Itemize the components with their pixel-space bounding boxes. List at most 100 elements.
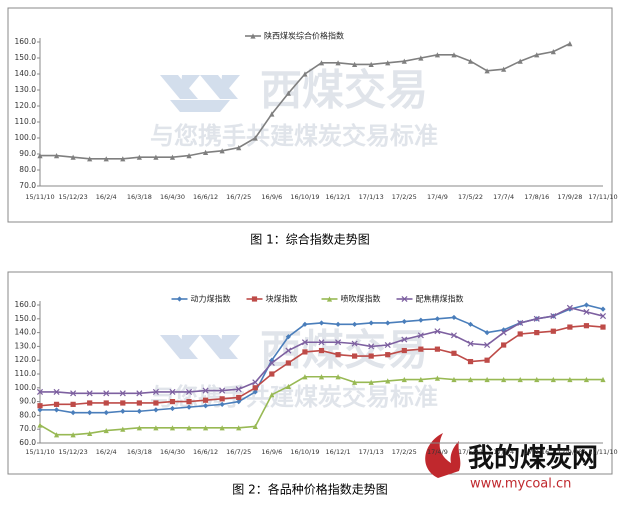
marker bbox=[70, 401, 76, 407]
x-tick-label: 16/7/25 bbox=[226, 448, 251, 456]
legend-label: 动力煤指数 bbox=[191, 294, 231, 304]
caption: 图 2：各品种价格指数走势图 bbox=[232, 482, 387, 497]
marker bbox=[467, 358, 474, 365]
marker bbox=[451, 314, 457, 321]
marker bbox=[600, 306, 606, 312]
x-tick-label: 17/11/10 bbox=[588, 193, 617, 201]
marker bbox=[302, 374, 308, 380]
marker bbox=[583, 308, 590, 315]
x-tick-label: 17/7/4 bbox=[493, 193, 514, 201]
marker bbox=[219, 396, 225, 402]
site-name: 我的煤炭网 bbox=[468, 443, 598, 474]
marker bbox=[517, 58, 523, 64]
marker bbox=[202, 387, 209, 394]
marker bbox=[252, 379, 259, 386]
marker bbox=[103, 156, 109, 162]
x-tick-label: 17/5/22 bbox=[458, 193, 483, 201]
y-tick-label: 130.0 bbox=[15, 85, 37, 94]
marker bbox=[219, 148, 225, 154]
marker bbox=[120, 156, 126, 162]
marker bbox=[401, 318, 407, 325]
series bbox=[37, 296, 606, 438]
marker bbox=[434, 316, 441, 322]
x-tick-label: 16/6/12 bbox=[193, 448, 218, 456]
marker bbox=[517, 376, 523, 383]
x-tick-label: 15/11/10 bbox=[25, 448, 54, 456]
marker bbox=[583, 323, 590, 329]
marker bbox=[368, 320, 374, 326]
marker bbox=[566, 304, 573, 311]
x-tick-label: 17/4/9 bbox=[427, 193, 448, 201]
marker bbox=[70, 410, 76, 416]
marker bbox=[418, 346, 424, 352]
y-tick-label: 120.0 bbox=[15, 101, 37, 110]
marker bbox=[87, 410, 93, 416]
x-tick-label: 16/12/1 bbox=[326, 448, 351, 456]
marker bbox=[120, 408, 126, 414]
watermark-slogan: 与您携手共建煤炭交易标准 bbox=[150, 122, 438, 150]
y-tick-label: 60.0 bbox=[19, 438, 36, 447]
y-tick-label: 80.0 bbox=[19, 165, 36, 174]
watermark-logo bbox=[160, 335, 240, 359]
marker bbox=[484, 357, 490, 363]
marker bbox=[501, 66, 507, 72]
x-tick-label: 17/5/22 bbox=[458, 448, 483, 456]
marker bbox=[567, 306, 573, 312]
marker bbox=[103, 400, 109, 406]
x-tick-label: 15/11/10 bbox=[25, 193, 54, 201]
marker bbox=[434, 346, 441, 352]
marker bbox=[335, 321, 341, 327]
x-tick-label: 17/9/28 bbox=[557, 193, 582, 201]
marker bbox=[318, 339, 325, 346]
x-tick-label: 17/11/10 bbox=[588, 448, 617, 456]
marker bbox=[302, 349, 308, 355]
marker bbox=[335, 374, 341, 380]
marker bbox=[417, 332, 424, 339]
marker bbox=[434, 52, 441, 58]
marker bbox=[352, 379, 358, 385]
y-tick-label: 90.0 bbox=[19, 149, 36, 158]
x-tick-label: 17/8/16 bbox=[524, 448, 549, 456]
marker bbox=[318, 374, 325, 380]
legend-label: 配焦精煤指数 bbox=[416, 294, 464, 304]
series bbox=[36, 295, 607, 397]
x-tick-label: 16/9/6 bbox=[261, 448, 282, 456]
x-tick-label: 16/6/12 bbox=[193, 193, 218, 201]
x-tick-label: 16/4/30 bbox=[160, 448, 185, 456]
marker bbox=[567, 324, 573, 330]
marker bbox=[37, 407, 43, 413]
y-tick-label: 100.0 bbox=[15, 383, 37, 392]
marker bbox=[202, 397, 209, 403]
x-tick-label: 17/4/9 bbox=[427, 448, 448, 456]
marker bbox=[53, 432, 60, 438]
marker bbox=[368, 379, 374, 385]
marker bbox=[301, 339, 308, 346]
marker bbox=[583, 302, 590, 308]
marker bbox=[87, 430, 93, 436]
marker bbox=[418, 317, 424, 323]
marker bbox=[534, 330, 540, 336]
marker bbox=[186, 425, 192, 431]
marker bbox=[550, 328, 556, 334]
marker bbox=[119, 390, 126, 397]
marker bbox=[219, 401, 225, 407]
marker bbox=[103, 410, 109, 416]
marker bbox=[285, 360, 291, 366]
marker bbox=[37, 153, 43, 159]
marker bbox=[169, 154, 176, 160]
marker bbox=[368, 343, 375, 350]
marker bbox=[351, 340, 358, 347]
marker bbox=[53, 153, 60, 159]
marker bbox=[153, 400, 159, 406]
x-tick-label: 17/9/28 bbox=[557, 448, 582, 456]
marker bbox=[285, 383, 291, 390]
marker bbox=[186, 388, 193, 395]
marker bbox=[269, 371, 275, 377]
marker bbox=[136, 425, 142, 431]
x-tick-label: 16/4/30 bbox=[160, 193, 185, 201]
marker bbox=[169, 388, 176, 395]
flame-icon bbox=[425, 433, 461, 478]
series bbox=[37, 33, 573, 162]
marker bbox=[70, 390, 77, 397]
marker bbox=[70, 154, 76, 160]
